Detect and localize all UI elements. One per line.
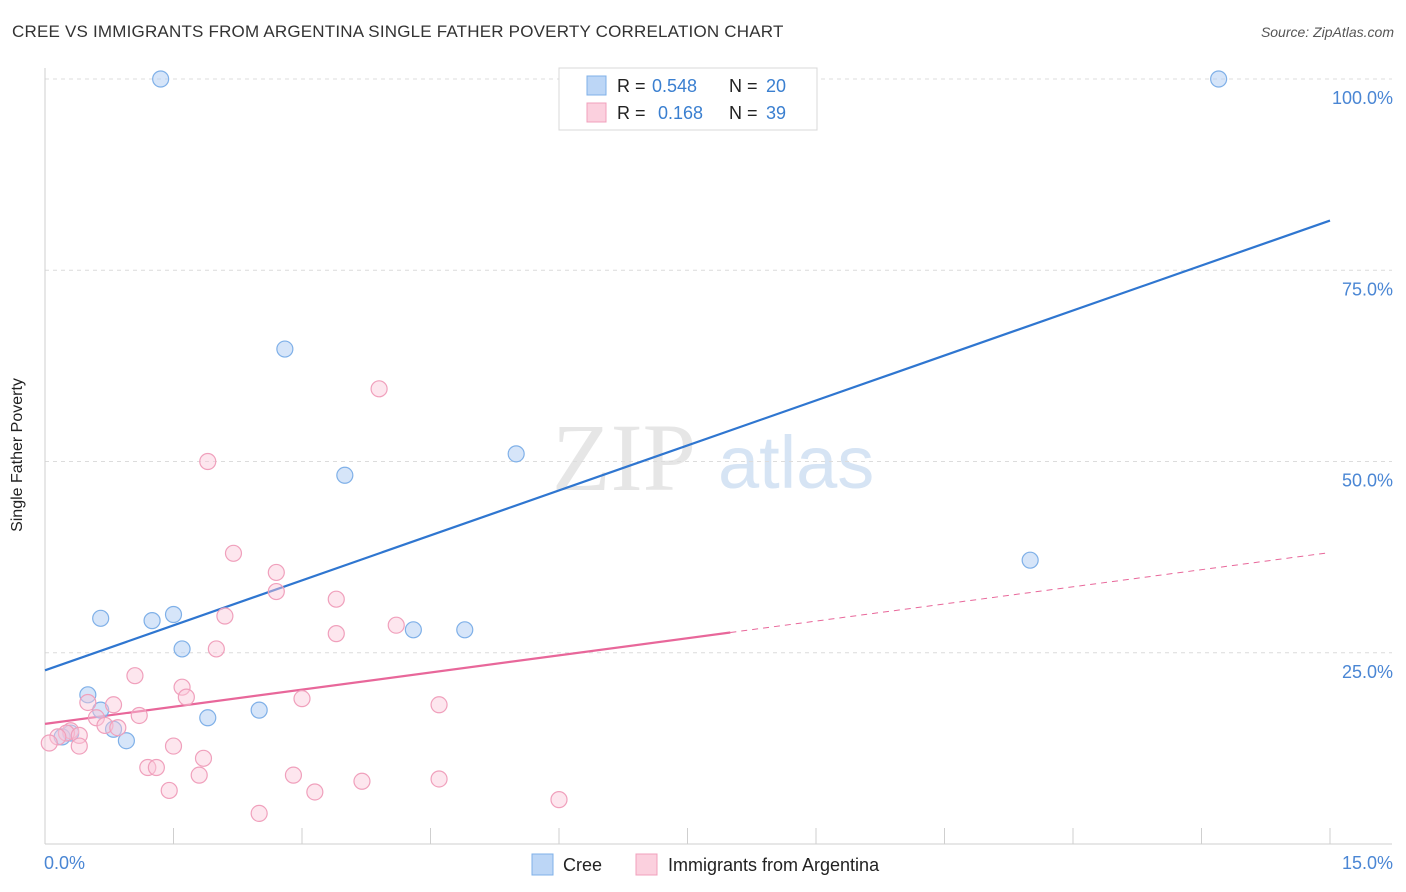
watermark-atlas: atlas (718, 421, 874, 504)
data-point-cree (276, 340, 294, 358)
data-point-argentina (387, 616, 405, 634)
data-point-argentina (550, 791, 568, 809)
legend-swatch-cree (586, 75, 607, 96)
trend-line (44, 219, 1331, 672)
data-point-cree (250, 701, 268, 719)
data-point-argentina (216, 607, 234, 625)
data-point-argentina (147, 758, 165, 777)
data-point-argentina (57, 724, 76, 742)
data-point-argentina (173, 678, 191, 696)
data-point-argentina (177, 688, 195, 706)
legend-swatch-argentina (586, 102, 607, 123)
data-point-argentina (250, 804, 268, 823)
axes: 0.0% 15.0% (44, 68, 1393, 873)
data-point-cree (507, 445, 525, 463)
y-tick-label: 100.0% (1332, 88, 1393, 108)
data-point-argentina (327, 590, 345, 608)
data-point-argentina (49, 728, 67, 746)
legend-swatch-cree (531, 853, 554, 876)
x-tick-label: 0.0% (44, 853, 85, 873)
legend-swatch-argentina (635, 853, 658, 876)
chart-title: CREE VS IMMIGRANTS FROM ARGENTINA SINGLE… (12, 22, 784, 41)
x-tick-label: 15.0% (1342, 853, 1393, 873)
data-point-cree (164, 605, 183, 624)
data-point-cree (456, 621, 474, 639)
data-point-argentina (190, 766, 208, 784)
data-point-argentina (164, 737, 183, 755)
data-point-argentina (126, 667, 144, 685)
data-point-argentina (284, 766, 303, 784)
y-tick-label: 75.0% (1342, 279, 1393, 299)
y-tick-label: 25.0% (1342, 662, 1393, 682)
legend-n-value: 20 (766, 76, 786, 96)
data-point-argentina (40, 734, 58, 752)
data-point-argentina (370, 380, 388, 398)
data-point-argentina (430, 696, 448, 714)
data-point-argentina (327, 625, 345, 643)
data-point-argentina (160, 781, 178, 800)
legend-r-value: 0.548 (652, 76, 697, 96)
data-point-argentina (109, 719, 127, 737)
data-point-argentina (79, 693, 97, 712)
data-point-cree (404, 621, 422, 639)
data-point-argentina (70, 737, 88, 755)
data-point-argentina (194, 749, 213, 767)
legend-label-cree: Cree (563, 855, 602, 875)
data-point-argentina (353, 772, 371, 790)
data-point-cree (1021, 551, 1039, 569)
data-point-cree (1210, 70, 1228, 88)
legend-n-label: N = (729, 103, 758, 123)
data-point-argentina (104, 696, 123, 714)
trend-lines (44, 219, 1331, 725)
data-point-cree (173, 640, 191, 658)
legend-bottom: Cree Immigrants from Argentina (531, 853, 880, 876)
data-point-argentina (207, 640, 225, 658)
data-points (40, 70, 1228, 823)
data-point-cree (92, 609, 110, 627)
data-point-argentina (199, 452, 217, 471)
watermark-zip: ZIP (552, 404, 696, 511)
legend-r-value: 0.168 (658, 103, 703, 123)
data-point-cree (336, 466, 354, 484)
data-point-argentina (430, 770, 448, 788)
legend-n-value: 39 (766, 103, 786, 123)
legend-top: R = 0.548 N = 20 R = 0.168 N = 39 (558, 67, 818, 131)
trend-line (44, 631, 731, 725)
y-tick-label: 50.0% (1342, 471, 1393, 491)
data-point-argentina (293, 690, 311, 708)
data-point-argentina (267, 582, 285, 601)
legend-r-label: R = (617, 103, 646, 123)
data-point-argentina (306, 783, 324, 801)
data-point-cree (199, 709, 217, 727)
chart-source: Source: ZipAtlas.com (1260, 24, 1394, 40)
legend-r-label: R = (617, 76, 646, 96)
gridlines: 25.0% 50.0% 75.0% 100.0% (45, 78, 1393, 682)
legend-n-label: N = (729, 76, 758, 96)
data-point-cree (143, 612, 161, 630)
data-point-cree (152, 70, 170, 88)
data-point-argentina (96, 716, 114, 735)
data-point-cree (117, 732, 135, 750)
legend-label-argentina: Immigrants from Argentina (668, 855, 880, 875)
data-point-argentina (267, 563, 285, 582)
trend-line-extrapolated (730, 552, 1331, 633)
data-point-argentina (224, 544, 243, 562)
data-point-argentina (130, 706, 148, 725)
